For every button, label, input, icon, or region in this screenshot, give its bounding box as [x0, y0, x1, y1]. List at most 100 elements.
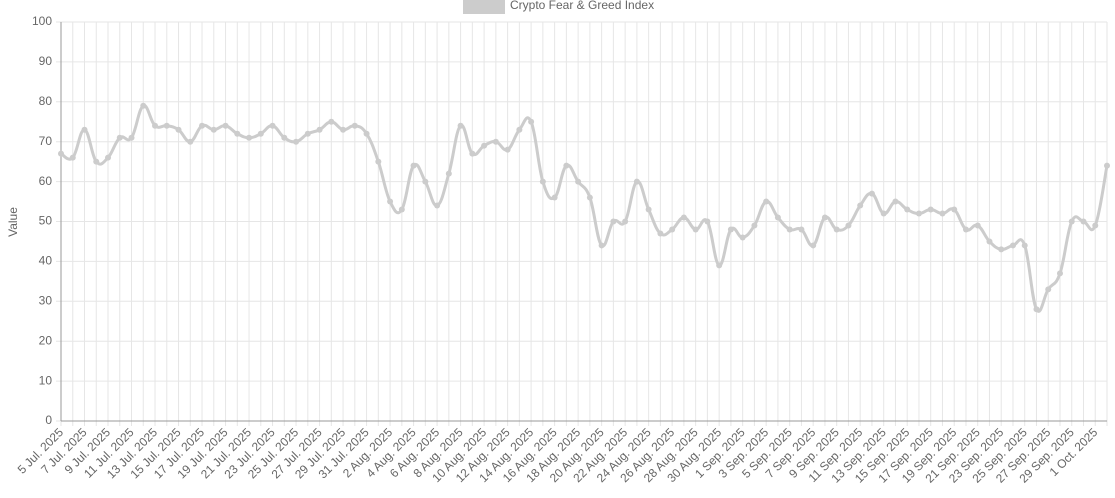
point [880, 210, 887, 217]
point [1104, 162, 1110, 169]
point [986, 238, 993, 245]
point [422, 178, 429, 185]
point [222, 122, 229, 129]
point [598, 242, 605, 249]
point [269, 122, 276, 129]
point [680, 214, 687, 221]
point [633, 178, 640, 185]
point [939, 210, 946, 217]
y-tick-label: 70 [39, 134, 53, 148]
point [69, 154, 76, 161]
point [1009, 242, 1016, 249]
point [1068, 218, 1075, 225]
point [669, 226, 676, 233]
point [140, 102, 147, 109]
point [81, 126, 88, 133]
point [58, 150, 64, 157]
point [927, 206, 934, 213]
point [481, 142, 488, 149]
point [398, 206, 405, 213]
point [434, 202, 441, 209]
y-tick-label: 20 [39, 333, 53, 347]
point [727, 226, 734, 233]
point [1080, 218, 1087, 225]
point [1045, 286, 1052, 293]
point [892, 198, 899, 205]
point [375, 158, 382, 165]
point [974, 222, 981, 229]
point [457, 122, 464, 129]
point [116, 134, 123, 141]
point [645, 206, 652, 213]
point [234, 130, 241, 137]
point [845, 222, 852, 229]
point [1056, 270, 1063, 277]
point [504, 146, 511, 153]
point [128, 134, 135, 141]
point [187, 138, 194, 145]
point [833, 226, 840, 233]
point [93, 158, 100, 165]
point [563, 162, 570, 169]
point [340, 126, 347, 133]
point [492, 138, 499, 145]
y-tick-label: 30 [39, 293, 53, 307]
point [798, 226, 805, 233]
point [657, 230, 664, 237]
point [586, 194, 593, 201]
point [410, 162, 417, 169]
point [387, 198, 394, 205]
y-tick-label: 10 [39, 373, 53, 387]
point [210, 126, 217, 133]
point [257, 130, 264, 137]
point [1033, 306, 1040, 313]
point [868, 190, 875, 197]
point [915, 210, 922, 217]
point [821, 214, 828, 221]
point [951, 206, 958, 213]
point [304, 130, 311, 137]
point [469, 150, 476, 157]
point [445, 170, 452, 177]
point [281, 134, 288, 141]
point [105, 154, 112, 161]
point [716, 262, 723, 269]
point [857, 202, 864, 209]
point [575, 178, 582, 185]
point [763, 198, 770, 205]
y-tick-label: 100 [32, 14, 52, 28]
point [1021, 242, 1028, 249]
point [539, 178, 546, 185]
point [152, 122, 159, 129]
point [293, 138, 300, 145]
point [363, 130, 370, 137]
point [998, 246, 1005, 253]
point [810, 242, 817, 249]
y-tick-label: 0 [45, 413, 52, 427]
point [751, 222, 758, 229]
point [316, 126, 323, 133]
point [163, 122, 170, 129]
point [516, 126, 523, 133]
point [610, 218, 617, 225]
y-axis-label: Value [6, 207, 20, 237]
legend-swatch[interactable] [463, 0, 505, 14]
y-tick-label: 80 [39, 94, 53, 108]
point [199, 122, 206, 129]
point [739, 234, 746, 241]
point [175, 126, 182, 133]
point [328, 118, 335, 125]
y-tick-label: 90 [39, 54, 53, 68]
point [962, 226, 969, 233]
y-tick-label: 60 [39, 174, 53, 188]
line [60, 104, 1109, 313]
point [774, 214, 781, 221]
point [528, 118, 535, 125]
y-tick-label: 40 [39, 254, 53, 268]
legend-label[interactable]: Crypto Fear & Greed Index [510, 0, 654, 12]
point [622, 218, 629, 225]
y-tick-label: 50 [39, 214, 53, 228]
point [704, 218, 711, 225]
point [246, 134, 253, 141]
